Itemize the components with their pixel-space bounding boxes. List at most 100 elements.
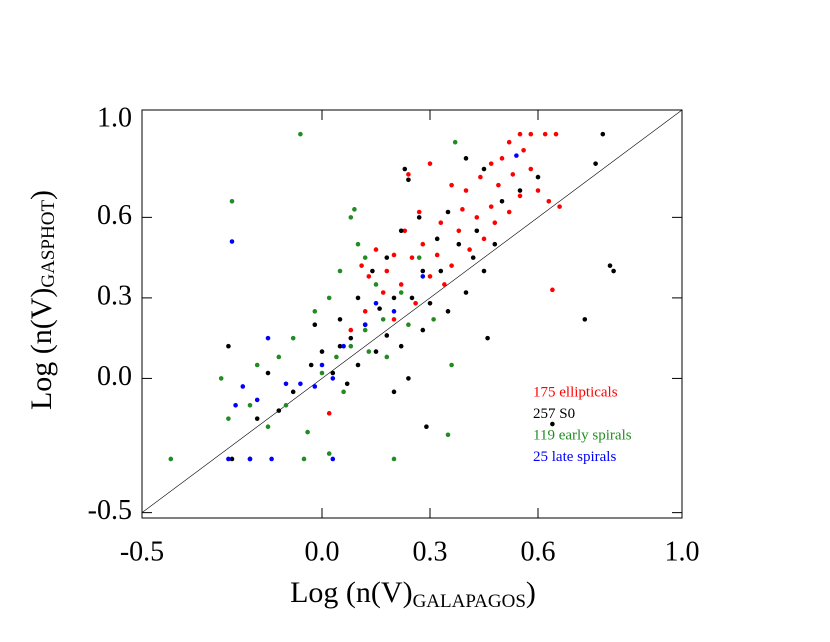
y-tick-label: 1.0 (97, 102, 132, 133)
point (283, 402, 289, 408)
point (373, 349, 379, 354)
point (265, 424, 271, 430)
x-tick-label: 0.3 (413, 536, 448, 567)
point (406, 376, 411, 381)
point (362, 255, 368, 260)
point (456, 241, 462, 247)
point (254, 397, 260, 403)
one-to-one-line (141, 109, 683, 513)
point (168, 456, 174, 462)
point (517, 188, 523, 193)
point (499, 198, 505, 204)
point (434, 252, 440, 258)
point (265, 335, 271, 341)
point (319, 370, 325, 376)
point (398, 343, 404, 349)
x-tick-label: -0.5 (120, 536, 164, 567)
point (344, 381, 350, 387)
point (449, 263, 454, 268)
point (362, 309, 368, 314)
y-tick-label: 0.6 (97, 200, 132, 231)
point (427, 274, 433, 279)
point (521, 147, 526, 153)
point (514, 153, 519, 158)
point (391, 456, 397, 462)
point (330, 376, 336, 381)
point (488, 204, 494, 209)
point (611, 268, 616, 274)
point (226, 416, 231, 421)
point (402, 228, 408, 234)
point (226, 456, 231, 462)
point (334, 354, 339, 360)
point (445, 309, 451, 314)
point (431, 317, 436, 322)
point (550, 421, 555, 427)
point (416, 209, 422, 215)
x-tick-label: 0.0 (305, 536, 340, 567)
point (406, 322, 411, 328)
point (445, 209, 451, 215)
point (384, 333, 390, 338)
point (528, 131, 534, 137)
point (438, 220, 444, 226)
point (366, 349, 372, 354)
point (348, 215, 354, 220)
point (474, 228, 480, 234)
x-tick-label: 1.0 (665, 536, 700, 567)
point (226, 343, 231, 349)
point (492, 241, 498, 247)
point (535, 188, 541, 193)
point (463, 156, 469, 161)
point (416, 215, 422, 220)
point (384, 268, 390, 274)
legend-entry: 119 early spirals (533, 427, 632, 443)
point (478, 174, 483, 180)
point (546, 198, 552, 204)
point (348, 343, 354, 349)
x-title-main: Log (n(V) (290, 576, 412, 609)
point (355, 295, 361, 301)
point (229, 198, 235, 204)
point (445, 432, 451, 438)
point (218, 376, 224, 381)
point (420, 241, 426, 247)
point (319, 362, 325, 368)
point (528, 166, 534, 172)
plot-frame (141, 109, 683, 519)
point (380, 290, 386, 295)
point (254, 416, 260, 421)
point (373, 247, 379, 252)
point (420, 268, 426, 274)
point (341, 389, 346, 395)
point (398, 228, 404, 234)
point (283, 381, 289, 387)
point (290, 389, 296, 395)
point (542, 131, 548, 137)
point (406, 172, 411, 177)
point (449, 362, 454, 368)
point (398, 290, 404, 295)
point (362, 327, 368, 333)
point (337, 268, 343, 274)
point (229, 456, 235, 462)
x-title-sub: GALAPAGOS (413, 591, 526, 612)
point (348, 327, 354, 333)
legend-entry: 25 late spirals (533, 449, 616, 465)
y-title-end: ) (25, 190, 58, 200)
point (409, 295, 415, 301)
point (276, 408, 282, 413)
point (607, 263, 613, 268)
point (269, 456, 274, 462)
point (413, 300, 418, 306)
point (233, 402, 238, 408)
y-title-sub: GASPHOT (38, 200, 59, 288)
point (391, 309, 397, 314)
point (391, 295, 397, 301)
point (600, 131, 606, 137)
point (391, 389, 397, 395)
point (398, 282, 404, 287)
point (229, 239, 235, 244)
point (434, 236, 440, 242)
